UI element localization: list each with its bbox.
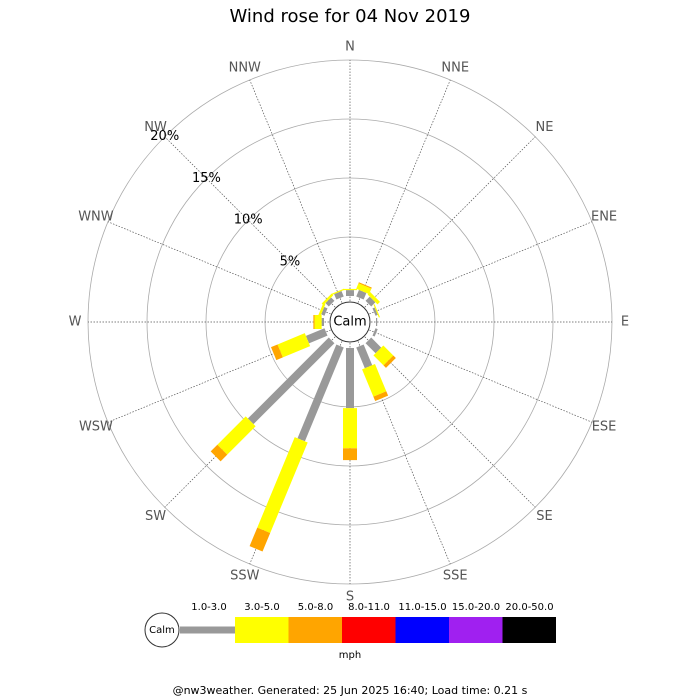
direction-label: SSE: [443, 569, 468, 584]
legend-calm-circle: [144, 612, 180, 648]
direction-label: NNW: [229, 60, 261, 75]
legend-label: 8.0-11.0: [348, 602, 390, 613]
grid-ring: [146, 118, 554, 526]
legend-swatch: [449, 617, 503, 643]
rose-segment: [334, 290, 344, 300]
rose-segment: [325, 297, 335, 307]
rose-segment: [217, 416, 256, 455]
rose-segment: [373, 391, 389, 402]
rose-segment: [277, 333, 311, 358]
legend-label: 15.0-20.0: [452, 602, 500, 613]
calm-circle: [329, 301, 371, 343]
legend-swatch: [235, 617, 289, 643]
r-tick-label: 15%: [192, 171, 221, 186]
rose-segment: [257, 437, 308, 533]
rose-segment: [321, 293, 334, 306]
rose-segment: [297, 344, 344, 442]
rose-segment: [210, 444, 228, 462]
direction-label: SW: [145, 509, 166, 524]
unit-label: mph: [339, 650, 361, 661]
rose-segment: [362, 364, 387, 397]
rose-segment: [373, 345, 394, 366]
r-tick-label: 5%: [280, 254, 301, 269]
legend-label: 20.0-50.0: [505, 602, 553, 613]
rose-segment: [321, 307, 328, 316]
direction-label: ESE: [592, 420, 617, 435]
legend-calm-label: Calm: [149, 625, 175, 636]
direction-label: WSW: [79, 420, 113, 435]
direction-label: SE: [536, 509, 552, 524]
rose-segment: [372, 307, 378, 316]
direction-label: N: [345, 40, 355, 55]
calm-label: Calm: [333, 315, 366, 330]
rose-segment: [365, 296, 376, 307]
r-tick-label: 20%: [150, 129, 179, 144]
legend-label: 11.0-15.0: [398, 602, 446, 613]
legend-swatch: [395, 617, 449, 643]
legend-swatch: [288, 617, 342, 643]
direction-label: E: [621, 315, 629, 330]
rose-segment: [270, 344, 283, 361]
rose-segment: [249, 527, 271, 552]
direction-label: WNW: [78, 209, 114, 224]
direction-label: SSW: [230, 569, 260, 584]
legend-label: 1.0-3.0: [191, 602, 226, 613]
rose-segment: [356, 283, 372, 295]
rose-segment: [365, 337, 382, 354]
rose-segment: [247, 337, 335, 425]
rose-segment: [305, 328, 328, 344]
rose-segment: [356, 344, 373, 369]
legend-label: 5.0-8.0: [298, 602, 333, 613]
direction-label: NNE: [441, 60, 469, 75]
chart-title: Wind rose for 04 Nov 2019: [230, 6, 471, 27]
legend-label: 3.0-5.0: [244, 602, 279, 613]
footer: @nw3weather. Generated: 25 Jun 2025 16:4…: [173, 684, 528, 697]
r-tick-label: 10%: [234, 213, 263, 228]
legend-swatch: [342, 617, 396, 643]
direction-label: ENE: [591, 209, 617, 224]
rose-segment: [383, 355, 396, 368]
rose-segment: [372, 328, 378, 337]
direction-label: NE: [535, 120, 553, 135]
rose-segment: [317, 303, 326, 318]
direction-label: W: [69, 315, 82, 330]
direction-label: NW: [144, 120, 167, 135]
rose-segment: [367, 291, 381, 305]
direction-label: S: [346, 590, 354, 605]
rose-segment: [356, 289, 367, 300]
legend-swatch: [502, 617, 556, 643]
